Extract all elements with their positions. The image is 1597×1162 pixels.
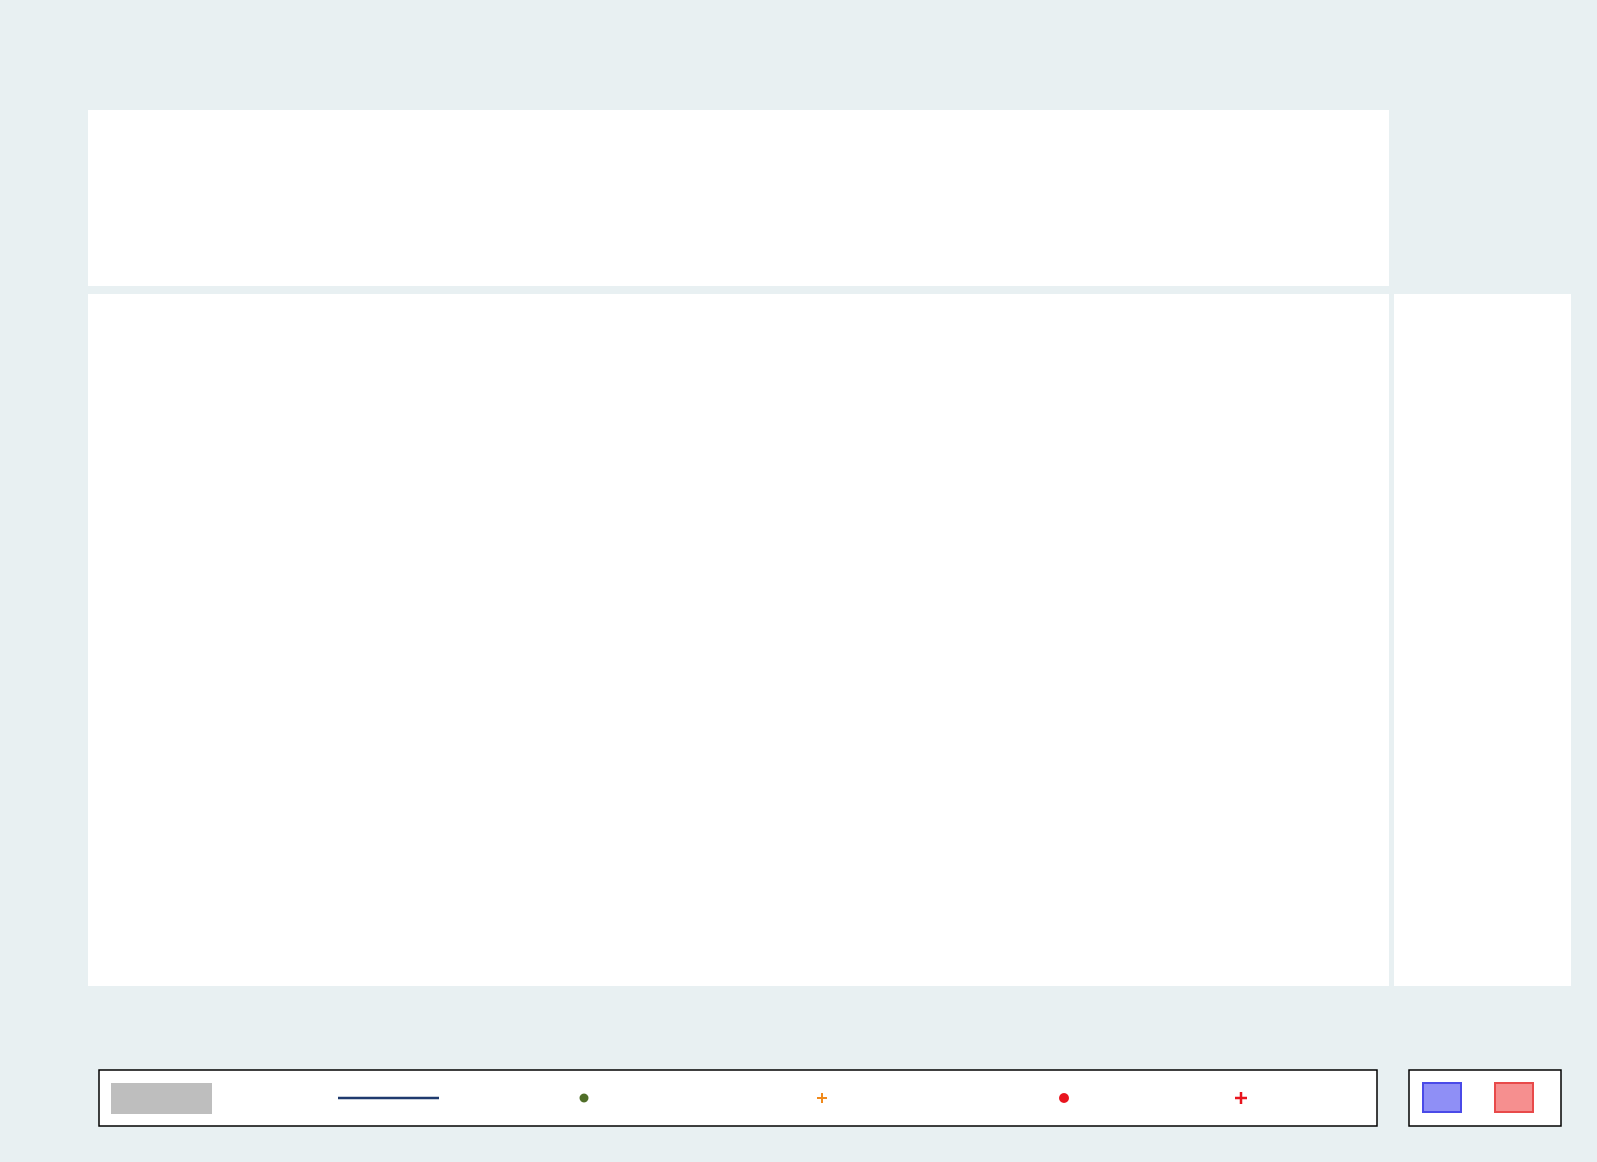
main-legend-box bbox=[98, 1069, 1378, 1127]
right-hist-panel bbox=[1394, 294, 1571, 986]
top-hist-panel bbox=[88, 110, 1389, 286]
legend-t-swatch bbox=[1422, 1082, 1462, 1113]
scatter-panel bbox=[88, 294, 1389, 986]
legend-valid-swatch bbox=[817, 1093, 827, 1103]
legend-valid-outlier-swatch bbox=[1235, 1092, 1247, 1104]
legend-train-outlier-swatch bbox=[1059, 1093, 1069, 1103]
legend-v-swatch bbox=[1494, 1082, 1534, 1113]
legend-train-swatch bbox=[579, 1093, 589, 1103]
main-legend bbox=[98, 1069, 1378, 1127]
hist-legend bbox=[1408, 1069, 1562, 1127]
legend-ci-swatch bbox=[111, 1083, 212, 1114]
